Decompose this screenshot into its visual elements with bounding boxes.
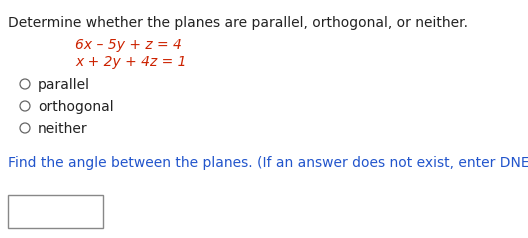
Text: Determine whether the planes are parallel, orthogonal, or neither.: Determine whether the planes are paralle… [8,16,468,30]
Text: orthogonal: orthogonal [38,100,114,114]
Text: neither: neither [38,122,88,136]
Text: 6x – 5y + z = 4: 6x – 5y + z = 4 [75,38,182,52]
Text: Find the angle between the planes. (If an answer does not exist, enter DNE.): Find the angle between the planes. (If a… [8,156,528,170]
FancyBboxPatch shape [8,195,103,228]
Text: x + 2y + 4z = 1: x + 2y + 4z = 1 [75,55,186,69]
Text: parallel: parallel [38,78,90,92]
